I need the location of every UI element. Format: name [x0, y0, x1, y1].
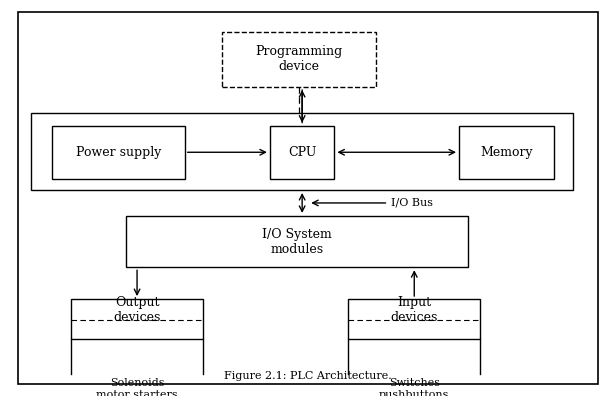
- Text: Memory: Memory: [480, 146, 533, 159]
- Text: Switches
pushbuttons
etc.: Switches pushbuttons etc.: [379, 378, 450, 396]
- Text: Programming
device: Programming device: [255, 46, 342, 73]
- Bar: [270, 126, 334, 179]
- Text: Figure 2.1: PLC Architecture.: Figure 2.1: PLC Architecture.: [224, 371, 392, 381]
- Bar: [459, 126, 554, 179]
- Bar: [52, 126, 185, 179]
- Bar: [31, 113, 573, 190]
- Text: I/O System
modules: I/O System modules: [262, 228, 332, 255]
- Text: I/O Bus: I/O Bus: [392, 198, 434, 208]
- Text: Output
devices: Output devices: [113, 296, 161, 324]
- Text: CPU: CPU: [288, 146, 317, 159]
- Text: Input
devices: Input devices: [391, 296, 438, 324]
- Bar: [222, 32, 376, 87]
- Bar: [71, 299, 203, 339]
- Text: Solenoids
motor starters
etc.: Solenoids motor starters etc.: [96, 378, 178, 396]
- Text: Power supply: Power supply: [76, 146, 161, 159]
- Bar: [348, 299, 480, 339]
- Bar: [126, 216, 468, 267]
